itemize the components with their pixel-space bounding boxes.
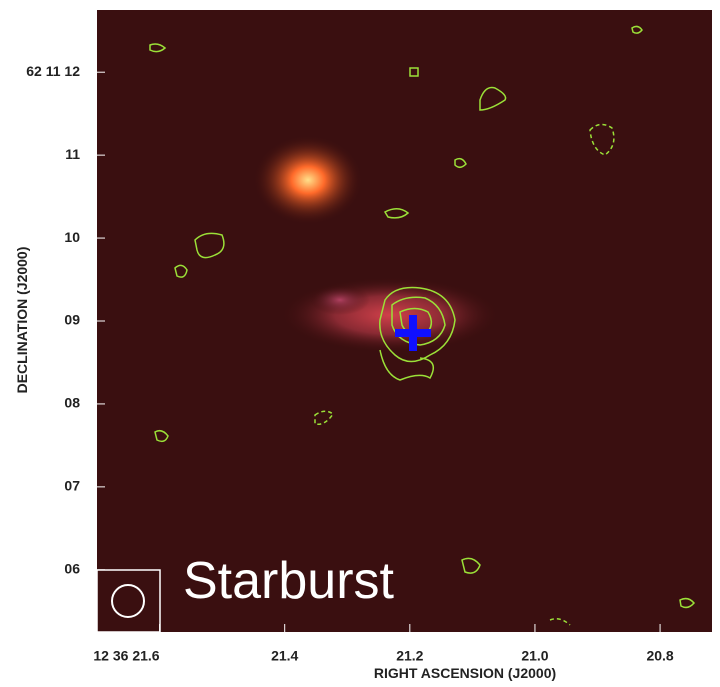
x-tick-label: 20.8 — [646, 648, 673, 664]
y-tick-label: 62 11 12 — [26, 63, 80, 79]
y-tick-label: 06 — [64, 561, 80, 577]
y-tick-label: 08 — [64, 395, 80, 411]
y-tick-label: 07 — [64, 478, 80, 494]
x-tick-label: 12 36 21.6 — [93, 648, 159, 664]
y-tick-label: 10 — [64, 229, 80, 245]
beam-box — [96, 569, 161, 633]
contours — [149, 25, 695, 626]
x-tick-label: 21.4 — [271, 648, 298, 664]
x-tick-label: 21.2 — [396, 648, 423, 664]
image-label: Starburst — [183, 552, 395, 610]
y-axis-label: DECLINATION (J2000) — [14, 247, 30, 394]
galaxy-pair — [253, 135, 363, 225]
beam — [111, 584, 145, 618]
galaxy-core — [310, 285, 370, 315]
y-tick-label: 11 — [65, 146, 80, 162]
y-tick-label: 09 — [64, 312, 80, 328]
source-marker — [395, 315, 431, 351]
galaxy — [280, 277, 500, 353]
x-tick-label: 21.0 — [521, 648, 548, 664]
x-axis-label: RIGHT ASCENSION (J2000) — [374, 665, 556, 681]
